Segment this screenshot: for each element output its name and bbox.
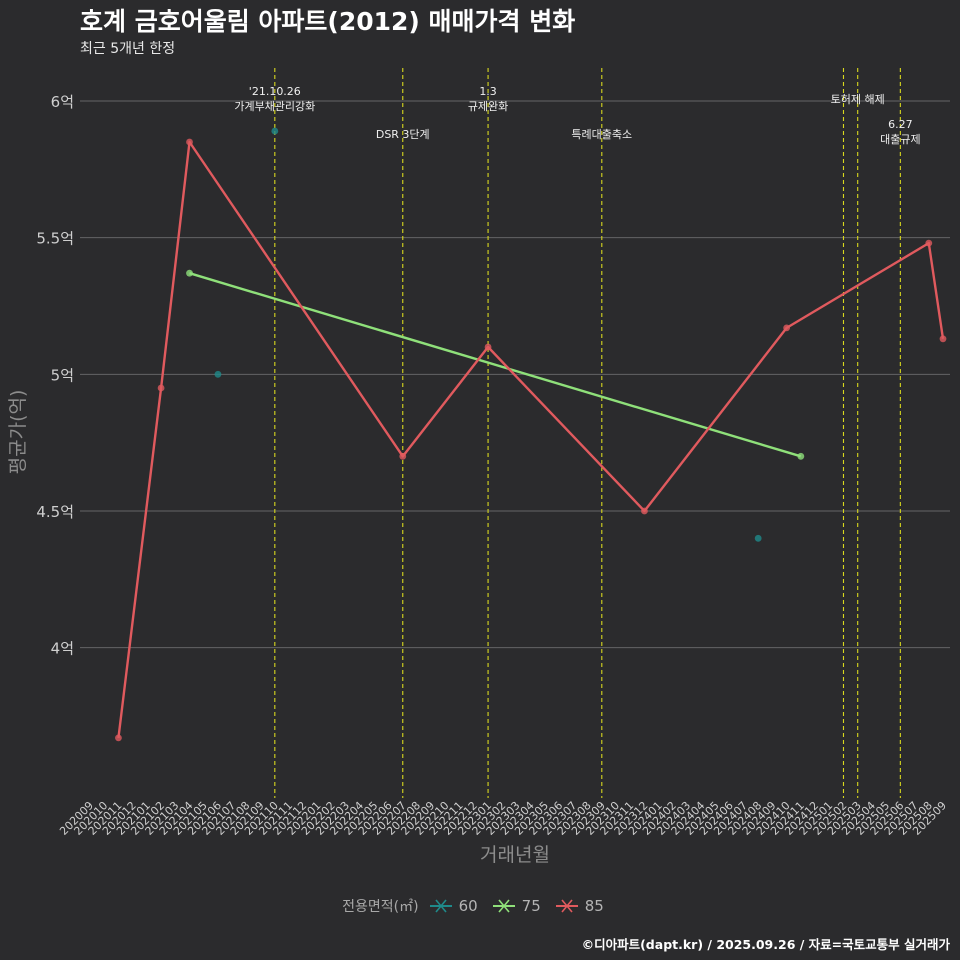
- data-point-85: [157, 384, 165, 392]
- legend-item-60: 60: [429, 897, 478, 915]
- data-point-85: [484, 343, 492, 351]
- data-point-85: [186, 138, 193, 146]
- data-point-85: [925, 239, 933, 247]
- y-tick-label: 5억: [51, 366, 74, 384]
- source-caption: ©디아파트(dapt.kr) / 2025.09.26 / 자료=국토교통부 실…: [581, 937, 950, 952]
- y-tick-label: 4억: [51, 640, 74, 658]
- data-point-75: [797, 452, 805, 460]
- data-point-60: [271, 127, 279, 135]
- data-point-85: [399, 452, 407, 460]
- data-point-75: [186, 269, 193, 277]
- annotation-label: 가계부채관리강화: [234, 100, 315, 113]
- series-marks: [115, 127, 947, 742]
- x-axis-label: 거래년월: [480, 844, 550, 866]
- y-axis-label: 평균가(억): [7, 390, 29, 475]
- chart-legend: 전용면적(㎡) 60 75 85: [0, 896, 960, 916]
- annotation-label: DSR 3단계: [376, 128, 430, 141]
- y-axis-ticks: 4억 4.5억 5억 5.5억 6억: [36, 93, 74, 658]
- annotation-label: 특례대출축소: [571, 128, 632, 141]
- data-point-85: [939, 335, 947, 343]
- legend-key-75: [492, 899, 515, 913]
- chart-subtitle: 최근 5개년 한정: [80, 41, 176, 57]
- grid-lines: [80, 100, 950, 649]
- legend-label-60: 60: [458, 897, 478, 915]
- data-point-60: [214, 370, 222, 378]
- series-line-85: [117, 140, 945, 739]
- legend-label-85: 85: [584, 897, 604, 915]
- data-point-60: [754, 534, 762, 542]
- annotation-label: 1.3: [479, 85, 497, 98]
- data-point-85: [115, 734, 122, 742]
- annotation-label: 6.27: [888, 118, 913, 131]
- data-point-85: [641, 507, 648, 515]
- legend-key-60: [429, 899, 452, 913]
- annotation-label: 규제완화: [468, 100, 508, 113]
- chart-title: 호계 금호어울림 아파트(2012) 매매가격 변화: [80, 7, 576, 36]
- x-axis-ticks: 2020092020102020112020122021012021022021…: [57, 799, 949, 838]
- legend-item-85: 85: [555, 897, 604, 915]
- legend-item-75: 75: [492, 897, 541, 915]
- data-point-85: [783, 324, 791, 332]
- annotation-label: 대출규제: [880, 133, 920, 146]
- y-tick-label: 6억: [51, 93, 74, 111]
- policy-event-lines: [274, 68, 901, 798]
- annotation-label: 토허제 해제: [831, 92, 885, 106]
- annotation-label: '21.10.26: [249, 85, 301, 98]
- series-line-75: [189, 272, 802, 458]
- legend-label-75: 75: [521, 897, 541, 915]
- y-tick-label: 4.5억: [36, 503, 74, 521]
- legend-title: 전용면적(㎡): [342, 899, 419, 915]
- legend-key-85: [555, 899, 578, 913]
- y-tick-label: 5.5억: [36, 230, 74, 248]
